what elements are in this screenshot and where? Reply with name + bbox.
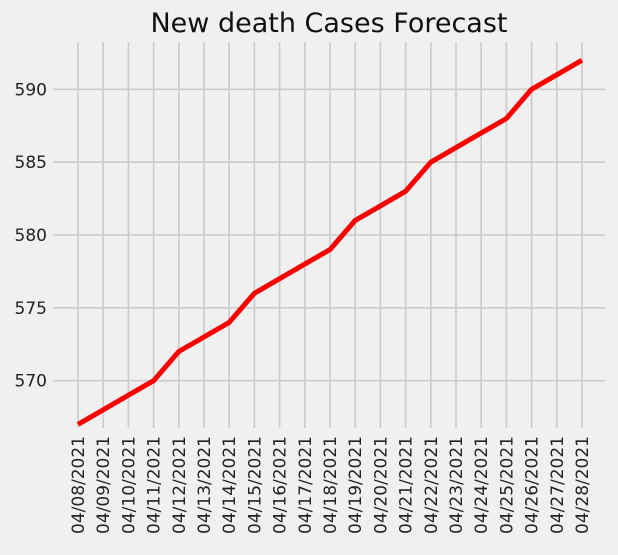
x-tick-label: 04/09/2021	[94, 436, 114, 534]
x-tick-label: 04/23/2021	[447, 436, 467, 534]
y-axis-ticks: 570 575 580 585 590	[15, 80, 47, 391]
x-tick-label: 04/11/2021	[145, 436, 165, 534]
y-tick-label: 575	[15, 299, 47, 319]
x-tick-label: 04/25/2021	[497, 436, 517, 534]
y-tick-label: 570	[15, 372, 47, 392]
x-tick-label: 04/08/2021	[69, 436, 89, 534]
series-line	[76, 58, 584, 427]
x-axis-ticks: 04/08/2021 04/09/2021 04/10/2021 04/11/2021…	[69, 436, 593, 534]
x-tick-label: 04/17/2021	[296, 436, 316, 534]
grid	[53, 42, 605, 428]
x-tick-label: 04/13/2021	[195, 436, 215, 534]
x-tick-label: 04/22/2021	[422, 436, 442, 534]
x-tick-label: 04/16/2021	[271, 436, 291, 534]
y-tick-label: 590	[15, 80, 47, 100]
x-tick-label: 04/26/2021	[523, 436, 543, 534]
x-tick-label: 04/27/2021	[548, 436, 568, 534]
x-tick-label: 04/14/2021	[220, 436, 240, 534]
x-tick-label: 04/24/2021	[472, 436, 492, 534]
x-tick-label: 04/20/2021	[371, 436, 391, 534]
y-tick-label: 580	[15, 226, 47, 246]
y-tick-label: 585	[15, 153, 47, 173]
x-tick-label: 04/19/2021	[346, 436, 366, 534]
series-layer	[76, 58, 584, 427]
x-tick-label: 04/10/2021	[119, 436, 139, 534]
x-tick-label: 04/28/2021	[573, 436, 593, 534]
x-tick-label: 04/12/2021	[170, 436, 190, 534]
x-tick-label: 04/21/2021	[397, 436, 417, 534]
chart-title: New death Cases Forecast	[150, 8, 507, 39]
x-tick-label: 04/18/2021	[321, 436, 341, 534]
x-tick-label: 04/15/2021	[245, 436, 265, 534]
